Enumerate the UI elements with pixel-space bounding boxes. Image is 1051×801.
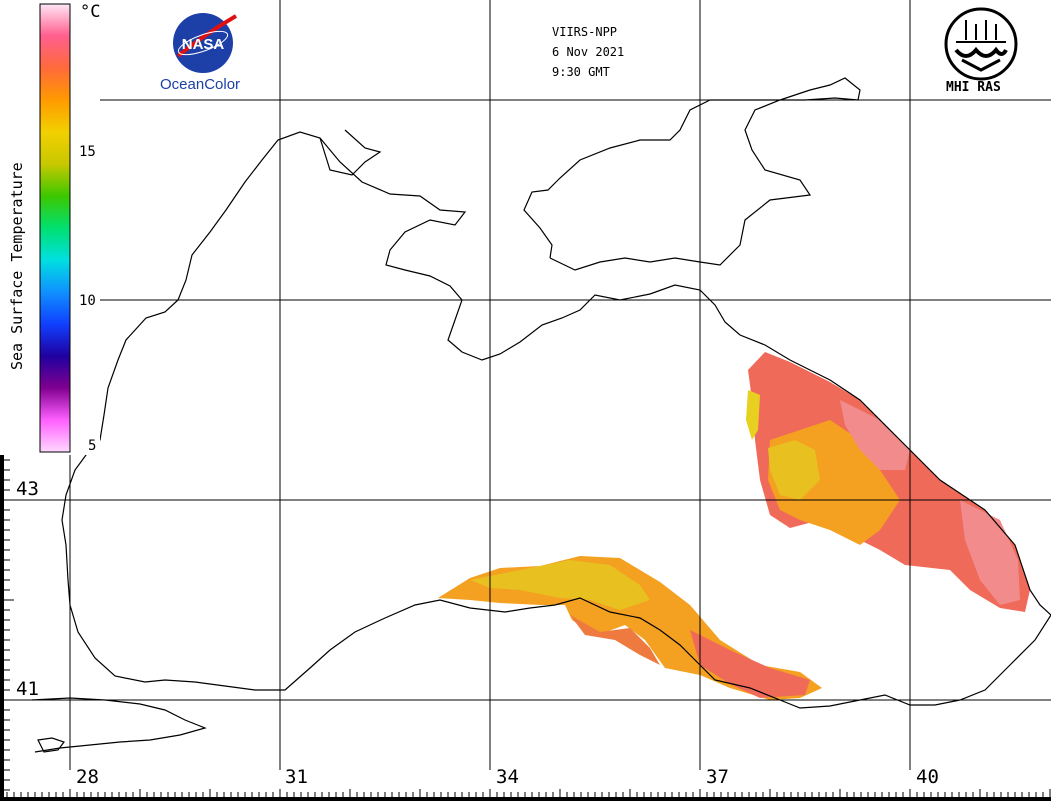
nasa-badge-text: NASA	[182, 36, 225, 53]
colorbar	[0, 0, 100, 455]
lon-label-37: 37	[706, 766, 729, 788]
mhi-logo	[944, 7, 1018, 81]
lon-label-28: 28	[76, 766, 99, 788]
colorbar-title: Sea Surface Temperature	[8, 162, 26, 370]
nasa-logo: NASA	[173, 13, 238, 73]
sst-patch-south	[438, 556, 822, 700]
lon-label-40: 40	[916, 766, 939, 788]
lat-label-41: 41	[16, 678, 39, 700]
graticule	[0, 0, 1051, 770]
oceancolor-caption: OceanColor	[160, 76, 241, 93]
colorbar-unit: °C	[80, 2, 101, 22]
lon-label-34: 34	[496, 766, 519, 788]
colorbar-tick-15: 15	[79, 144, 96, 160]
lat-label-43: 43	[16, 478, 39, 500]
coastline	[31, 77, 1051, 753]
sst-patch-east	[746, 352, 1030, 612]
lon-label-31: 31	[285, 766, 308, 788]
mhi-caption: MHI RAS	[946, 80, 1001, 95]
time-label: 9:30 GMT	[552, 65, 610, 79]
satellite-label: VIIRS-NPP	[552, 25, 618, 39]
date-label: 6 Nov 2021	[552, 45, 625, 59]
colorbar-tick-10: 10	[79, 293, 96, 309]
colorbar-tick-5: 5	[88, 438, 97, 454]
